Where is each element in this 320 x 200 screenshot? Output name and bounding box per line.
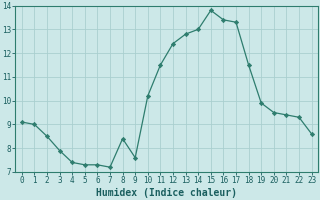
X-axis label: Humidex (Indice chaleur): Humidex (Indice chaleur) [96, 188, 237, 198]
